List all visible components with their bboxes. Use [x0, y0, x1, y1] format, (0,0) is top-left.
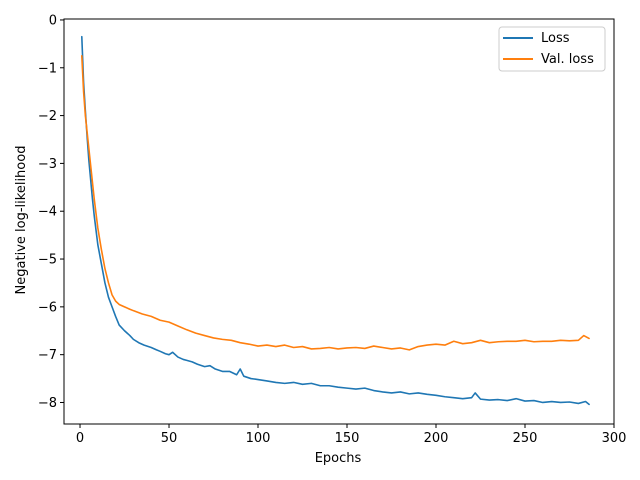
y-tick-label: −1 — [38, 61, 57, 76]
y-tick-label: −5 — [38, 253, 57, 268]
legend-label-val-loss: Val. loss — [541, 52, 594, 67]
x-tick-label: 300 — [602, 431, 627, 446]
x-tick-label: 250 — [513, 431, 538, 446]
y-axis-ticks: 0 −1 −2 −3 −4 −5 −6 −7 −8 — [38, 13, 64, 411]
plot-area — [63, 18, 615, 425]
y-tick-label: −6 — [38, 300, 57, 315]
y-tick-label: −4 — [38, 205, 57, 220]
legend: Loss Val. loss — [498, 26, 606, 72]
y-tick-label: −2 — [38, 109, 57, 124]
y-axis-label: Negative log-likelihood — [14, 146, 29, 295]
series-line-val-loss — [81, 55, 590, 351]
y-tick-label: −8 — [38, 396, 57, 411]
x-tick-label: 0 — [76, 431, 84, 446]
x-axis-ticks: 0 50 100 150 200 250 300 — [76, 424, 627, 446]
y-tick-label: −3 — [38, 157, 57, 172]
axes-frame — [63, 18, 615, 425]
x-tick-label: 100 — [246, 431, 271, 446]
x-tick-label: 50 — [161, 431, 178, 446]
y-tick-label: −7 — [38, 348, 57, 363]
x-tick-label: 200 — [424, 431, 449, 446]
legend-label-loss: Loss — [541, 31, 570, 46]
y-tick-label: 0 — [49, 13, 57, 28]
x-axis-label: Epochs — [315, 451, 362, 466]
series-line-loss — [81, 35, 590, 406]
x-tick-label: 150 — [335, 431, 360, 446]
